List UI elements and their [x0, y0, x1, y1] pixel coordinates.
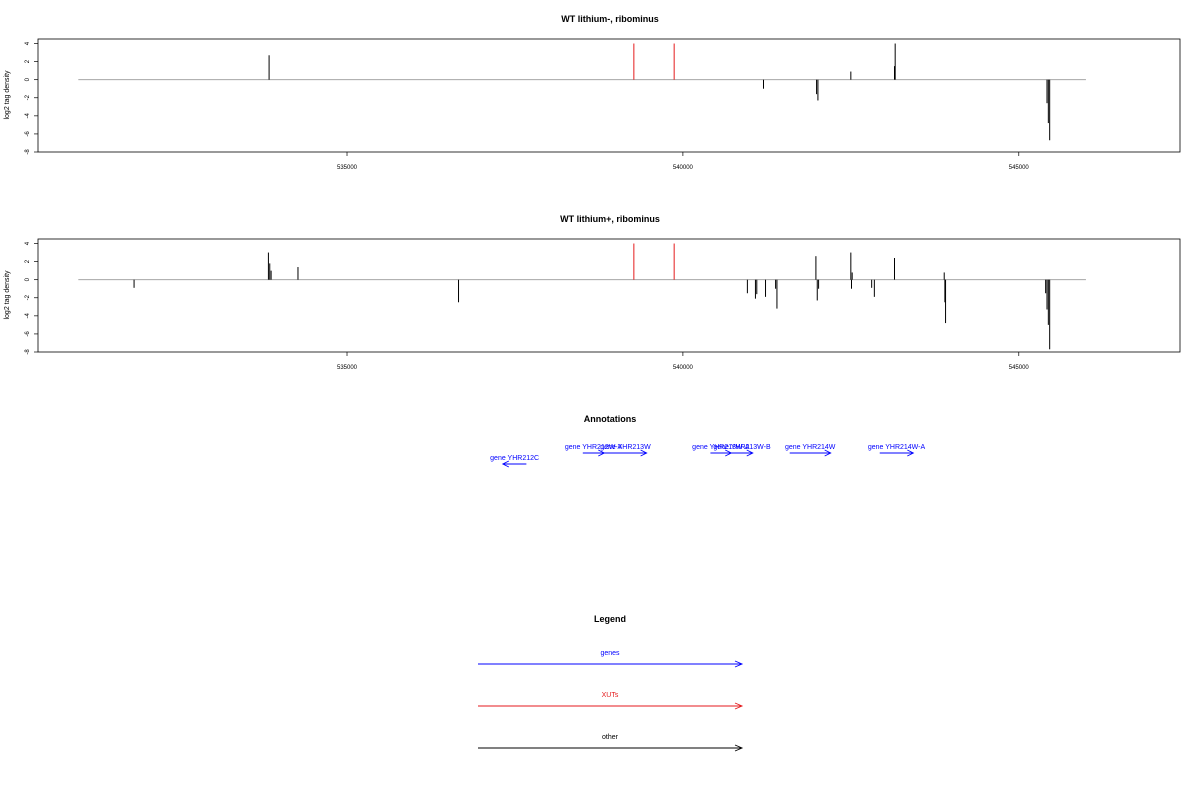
- x-tick-label: 535000: [337, 365, 358, 371]
- y-tick-label: 0: [25, 277, 31, 281]
- y-tick-label: -4: [25, 113, 31, 119]
- gene-annotation: gene YHR213W: [600, 444, 651, 457]
- y-axis-label: log2 tag density: [4, 270, 11, 320]
- y-tick-label: 0: [25, 77, 31, 81]
- y-tick-label: -2: [25, 294, 31, 300]
- x-tick-label: 540000: [673, 165, 694, 171]
- gene-arrow-head: [907, 449, 915, 457]
- gene-arrow-head: [640, 449, 648, 457]
- y-tick-label: -6: [25, 131, 31, 137]
- gene-label: gene YHR213W-A: [692, 444, 750, 451]
- y-tick-label: 4: [25, 241, 31, 245]
- x-tick-label: 545000: [1009, 365, 1030, 371]
- data-marks: [78, 43, 1086, 141]
- x-tick-label: 535000: [337, 165, 358, 171]
- y-tick-label: 2: [25, 259, 31, 263]
- plot-frame: [37, 38, 1181, 153]
- gene-arrow-head: [725, 449, 733, 457]
- legend-items: genes XUTs other: [478, 650, 744, 752]
- x-tick-label: 540000: [673, 365, 694, 371]
- gene-annotation: gene YHR213W-B: [713, 444, 771, 457]
- legend-label: genes: [600, 650, 620, 657]
- gene-annotation: gene YHR212C: [490, 455, 539, 468]
- x-tick-label: 545000: [1009, 165, 1030, 171]
- y-tick-label: -6: [25, 331, 31, 337]
- y-tick-label: 2: [25, 59, 31, 63]
- gene-label: gene YHR214W: [785, 444, 836, 451]
- axis-ticks: 535000 540000 545000 4 2 0 -2 -4 -6 -8: [25, 41, 1029, 171]
- panel-title: WT lithium-, ribominus: [561, 14, 659, 24]
- legend-arrow-head: [734, 744, 744, 752]
- legend-item: genes: [478, 650, 744, 668]
- gene-label: gene YHR213W: [600, 444, 651, 451]
- annotations-title: Annotations: [584, 414, 637, 424]
- legend-arrow-head: [734, 660, 744, 668]
- legend-arrow-head: [734, 702, 744, 710]
- gene-label: gene YHR213W-B: [713, 444, 771, 451]
- legend-title: Legend: [594, 614, 626, 624]
- panel-wt-lithium-minus: WT lithium-, ribominus log2 tag density …: [4, 14, 1181, 171]
- plot-frame: [37, 238, 1181, 353]
- panel-wt-lithium-plus: WT lithium+, ribominus log2 tag density …: [4, 214, 1181, 371]
- y-tick-label: -4: [25, 313, 31, 319]
- legend: Legend genes XUTs other: [478, 614, 744, 752]
- gene-annotation: gene YHR213W-A: [692, 444, 750, 457]
- gene-label: gene YHR212C: [490, 455, 539, 462]
- legend-label: other: [602, 734, 619, 741]
- legend-item: XUTs: [478, 692, 744, 710]
- gene-label: gene YHR212W-A: [565, 444, 623, 451]
- gene-annotation: gene YHR214W: [785, 444, 836, 457]
- y-tick-label: -2: [25, 94, 31, 100]
- y-tick-label: -8: [25, 349, 31, 355]
- gene-arrow-head: [824, 449, 832, 457]
- gene-label: gene YHR214W-A: [868, 444, 926, 451]
- y-tick-label: -8: [25, 149, 31, 155]
- legend-item: other: [478, 734, 744, 752]
- data-marks: [78, 243, 1086, 350]
- gene-arrow-head: [501, 460, 510, 468]
- gene-annotation: gene YHR214W-A: [868, 444, 926, 457]
- legend-label: XUTs: [602, 692, 619, 699]
- panel-title: WT lithium+, ribominus: [560, 214, 660, 224]
- gene-arrow-head: [746, 449, 754, 457]
- y-tick-label: 4: [25, 41, 31, 45]
- axis-ticks: 535000 540000 545000 4 2 0 -2 -4 -6 -8: [25, 241, 1029, 371]
- y-axis-label: log2 tag density: [4, 70, 11, 120]
